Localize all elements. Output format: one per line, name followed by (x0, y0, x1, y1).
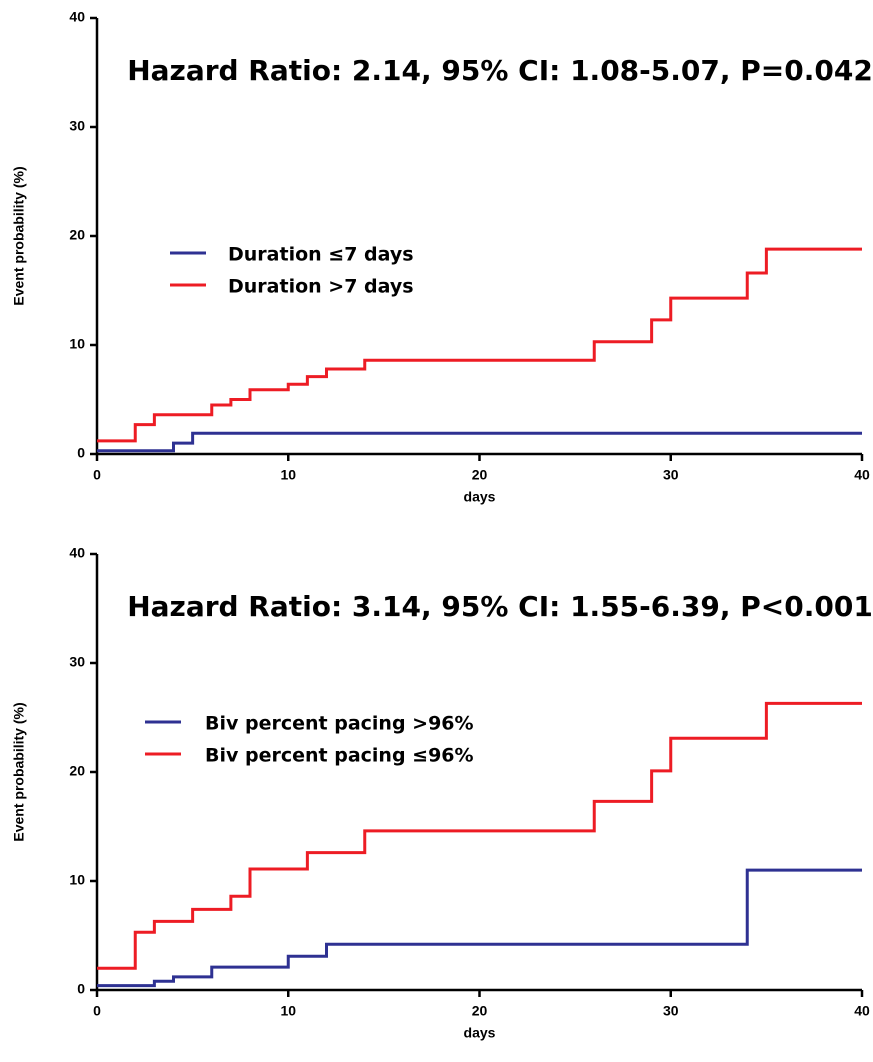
x-axis-label: days (464, 489, 496, 505)
y-tick-label: 10 (69, 336, 85, 352)
survival-curve (97, 701, 862, 970)
y-tick-label: 10 (69, 872, 85, 888)
x-tick-label: 10 (280, 1003, 296, 1019)
y-axis-label: Event probability (%) (11, 166, 27, 305)
annotation: Hazard Ratio: 2.14, 95% CI: 1.08-5.07, P… (127, 54, 873, 87)
x-tick-label: 30 (663, 1003, 679, 1019)
legend-label: Duration ≤7 days (228, 244, 414, 266)
survival-curve (97, 868, 862, 988)
legend-label: Biv percent pacing >96% (205, 713, 474, 735)
y-tick-label: 30 (69, 118, 85, 134)
x-tick-label: 0 (93, 1003, 101, 1019)
x-axis-label: days (464, 1025, 496, 1041)
x-tick-label: 40 (854, 467, 870, 483)
x-tick-label: 30 (663, 467, 679, 483)
y-tick-label: 40 (69, 545, 85, 561)
x-tick-label: 0 (93, 467, 101, 483)
y-axis-label: Event probability (%) (11, 702, 27, 841)
y-tick-label: 40 (69, 9, 85, 25)
survival-curve (97, 247, 862, 443)
y-tick-label: 0 (77, 981, 85, 997)
y-tick-label: 0 (77, 445, 85, 461)
x-tick-label: 10 (280, 467, 296, 483)
annotation: Hazard Ratio: 3.14, 95% CI: 1.55-6.39, P… (127, 590, 873, 623)
survival-curve (97, 431, 862, 453)
y-tick-label: 20 (69, 227, 85, 243)
x-tick-label: 20 (472, 467, 488, 483)
x-tick-label: 40 (854, 1003, 870, 1019)
legend-label: Duration >7 days (228, 276, 414, 298)
y-tick-label: 20 (69, 763, 85, 779)
legend-label: Biv percent pacing ≤96% (205, 745, 474, 767)
y-tick-label: 30 (69, 654, 85, 670)
x-tick-label: 20 (472, 1003, 488, 1019)
